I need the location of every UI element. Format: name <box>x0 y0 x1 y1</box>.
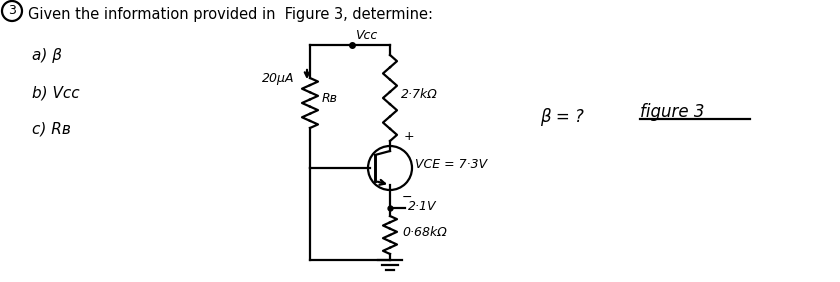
Text: 20μA: 20μA <box>262 72 295 85</box>
Text: −: − <box>402 191 412 204</box>
Text: Vcc: Vcc <box>355 29 377 42</box>
Text: 3: 3 <box>8 5 16 17</box>
Text: VCE = 7·3V: VCE = 7·3V <box>415 158 487 171</box>
Text: c) Rʙ: c) Rʙ <box>32 122 71 137</box>
Text: b) Vcc: b) Vcc <box>32 85 80 100</box>
Text: Given the information provided in  Figure 3, determine:: Given the information provided in Figure… <box>28 7 433 22</box>
Text: figure 3: figure 3 <box>640 103 705 121</box>
Text: 2·7kΩ: 2·7kΩ <box>401 87 438 100</box>
Text: Rʙ: Rʙ <box>322 92 338 105</box>
Text: a) β: a) β <box>32 48 62 63</box>
Text: +: + <box>404 130 415 143</box>
Text: β = ?: β = ? <box>540 108 584 126</box>
Text: 2·1V: 2·1V <box>408 201 437 213</box>
Text: 0·68kΩ: 0·68kΩ <box>402 226 447 239</box>
